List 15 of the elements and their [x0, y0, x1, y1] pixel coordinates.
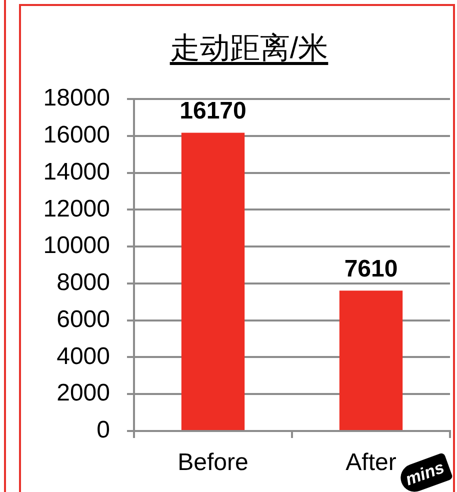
x-tick-label: Before — [178, 449, 248, 476]
y-tick-label: 4000 — [56, 342, 110, 370]
y-tick-label: 14000 — [43, 158, 110, 186]
data-label: 16170 — [180, 97, 246, 124]
y-tick-label: 2000 — [56, 380, 110, 407]
data-label: 7610 — [344, 255, 398, 282]
y-tick-label: 16000 — [43, 122, 110, 149]
y-tick-label: 0 — [96, 416, 110, 444]
x-tick-label: After — [346, 449, 396, 476]
y-tick-label: 12000 — [43, 195, 110, 222]
y-tick-label: 18000 — [43, 84, 110, 112]
y-tick-label: 6000 — [56, 306, 110, 333]
y-tick-label: 10000 — [43, 232, 110, 260]
y-tick-label: 8000 — [56, 269, 110, 296]
chart-title: 走动距离/米 — [170, 32, 328, 65]
